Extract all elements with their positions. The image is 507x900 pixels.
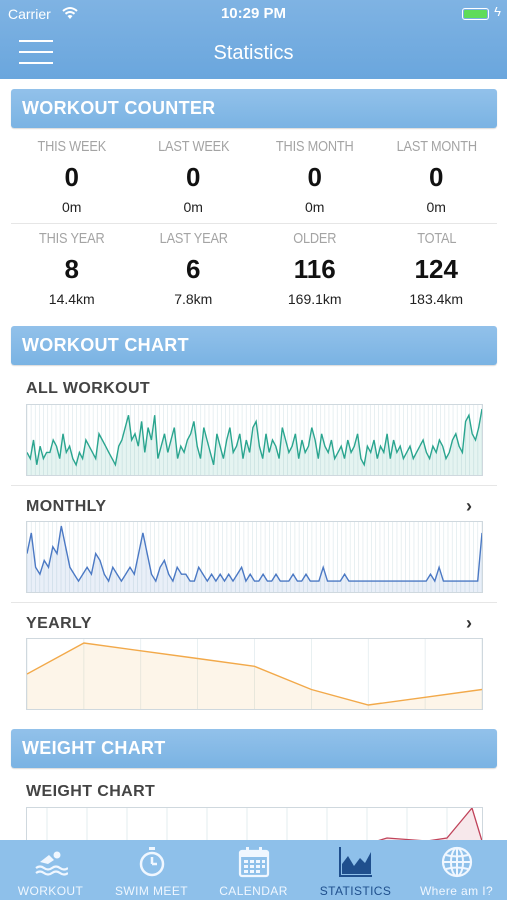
stopwatch-icon — [139, 847, 164, 877]
battery-icon — [462, 8, 489, 20]
counter-distance: 7.8km — [174, 291, 213, 307]
chart-monthly-plot — [26, 521, 483, 593]
counter-row-recent: THIS WEEK 0 0m LAST WEEK 0 0m THIS MONTH… — [11, 128, 497, 220]
counter-older: OLDER 116 169.1km — [254, 220, 376, 312]
tab-calendar[interactable]: CALENDAR — [202, 840, 305, 900]
counter-distance: 0m — [305, 199, 325, 215]
counter-value: 0 — [186, 162, 201, 192]
carrier-label: Carrier — [8, 6, 51, 22]
counter-label: THIS MONTH — [275, 138, 354, 155]
counter-value: 6 — [186, 254, 201, 284]
divider — [11, 602, 497, 603]
tab-bar: WORKOUT SWIM MEET CALENDAR STATISTIC — [0, 840, 507, 900]
status-time: 10:29 PM — [220, 5, 287, 22]
counter-row-totals: THIS YEAR 8 14.4km LAST YEAR 6 7.8km OLD… — [11, 220, 497, 312]
chart-all-workout: ALL WORKOUT — [11, 365, 497, 485]
counter-last-week: LAST WEEK 0 0m — [133, 128, 255, 220]
tab-label: WORKOUT — [17, 884, 84, 898]
wifi-icon — [62, 7, 78, 19]
area-chart-icon — [338, 847, 372, 877]
counter-value: 124 — [414, 254, 458, 284]
counter-this-week: THIS WEEK 0 0m — [11, 128, 133, 220]
counter-value: 0 — [64, 162, 79, 192]
weight-line-chart — [46, 808, 482, 848]
tab-where-am-i[interactable]: Where am I? — [406, 840, 507, 900]
chart-monthly[interactable]: MONTHLY › — [11, 485, 497, 602]
counter-distance: 169.1km — [287, 291, 342, 307]
counter-value: 0 — [429, 162, 444, 192]
counter-distance: 0m — [426, 199, 446, 215]
counter-label: THIS WEEK — [37, 138, 107, 155]
counter-last-year: LAST YEAR 6 7.8km — [133, 220, 255, 312]
tab-statistics[interactable]: STATISTICS — [305, 840, 406, 900]
chart-title: ALL WORKOUT — [26, 380, 151, 397]
tab-label: Where am I? — [419, 884, 494, 898]
tab-label: CALENDAR — [219, 884, 288, 898]
yearly-line-chart — [27, 639, 482, 709]
counter-label: THIS YEAR — [38, 230, 105, 247]
counter-distance: 0m — [183, 199, 203, 215]
tab-swim-meet[interactable]: SWIM MEET — [101, 840, 202, 900]
monthly-line-chart — [27, 522, 482, 592]
counter-distance: 0m — [62, 199, 82, 215]
chart-title: MONTHLY — [26, 498, 107, 515]
counter-last-month: LAST MONTH 0 0m — [376, 128, 498, 220]
status-bar: Carrier 10:29 PM ϟ — [0, 0, 507, 28]
globe-icon — [441, 846, 472, 878]
tab-workout[interactable]: WORKOUT — [0, 840, 101, 900]
chart-title: WEIGHT CHART — [26, 783, 156, 800]
chart-series-line — [27, 525, 482, 583]
chevron-right-icon[interactable]: › — [466, 496, 472, 516]
counter-total: TOTAL 124 183.4km — [376, 220, 498, 312]
chart-title: YEARLY — [26, 615, 92, 632]
charging-bolt-icon: ϟ — [494, 4, 501, 19]
counter-label: OLDER — [293, 230, 337, 247]
chevron-right-icon[interactable]: › — [466, 613, 472, 633]
chart-series-line — [27, 408, 482, 467]
chart-yearly[interactable]: YEARLY › — [11, 602, 497, 720]
divider — [11, 485, 497, 486]
chart-yearly-plot — [26, 638, 483, 710]
chart-weight: WEIGHT CHART — [11, 768, 497, 848]
counter-distance: 183.4km — [409, 291, 464, 307]
workout-counter-grid: THIS WEEK 0 0m LAST WEEK 0 0m THIS MONTH… — [11, 128, 497, 312]
tab-label: SWIM MEET — [115, 884, 188, 898]
chart-series-line — [27, 642, 482, 706]
page-title: Statistics — [213, 42, 294, 64]
counter-value: 0 — [307, 162, 322, 192]
chart-area-fill — [27, 409, 482, 475]
counter-label: TOTAL — [416, 230, 456, 247]
workout-chart-header: WORKOUT CHART — [11, 326, 497, 365]
chart-all-workout-plot — [26, 404, 483, 476]
workout-counter-header: WORKOUT COUNTER — [11, 89, 497, 128]
counter-label: LAST WEEK — [157, 138, 229, 155]
counter-value: 8 — [64, 254, 79, 284]
chart-area-fill — [27, 526, 482, 592]
all-workout-line-chart — [27, 405, 482, 475]
tab-label: STATISTICS — [319, 884, 392, 898]
counter-label: LAST YEAR — [159, 230, 228, 247]
chart-area-fill — [27, 643, 482, 709]
calendar-icon — [238, 847, 269, 878]
hamburger-menu-icon[interactable] — [19, 39, 53, 65]
counter-value: 116 — [293, 254, 336, 284]
counter-this-month: THIS MONTH 0 0m — [254, 128, 376, 220]
counter-distance: 14.4km — [48, 291, 95, 307]
counter-label: LAST MONTH — [396, 138, 477, 155]
swimmer-icon — [34, 851, 68, 876]
top-bar: Carrier 10:29 PM ϟ Statistics — [0, 0, 507, 79]
counter-this-year: THIS YEAR 8 14.4km — [11, 220, 133, 312]
weight-chart-header: WEIGHT CHART — [11, 729, 497, 768]
divider — [11, 223, 497, 224]
